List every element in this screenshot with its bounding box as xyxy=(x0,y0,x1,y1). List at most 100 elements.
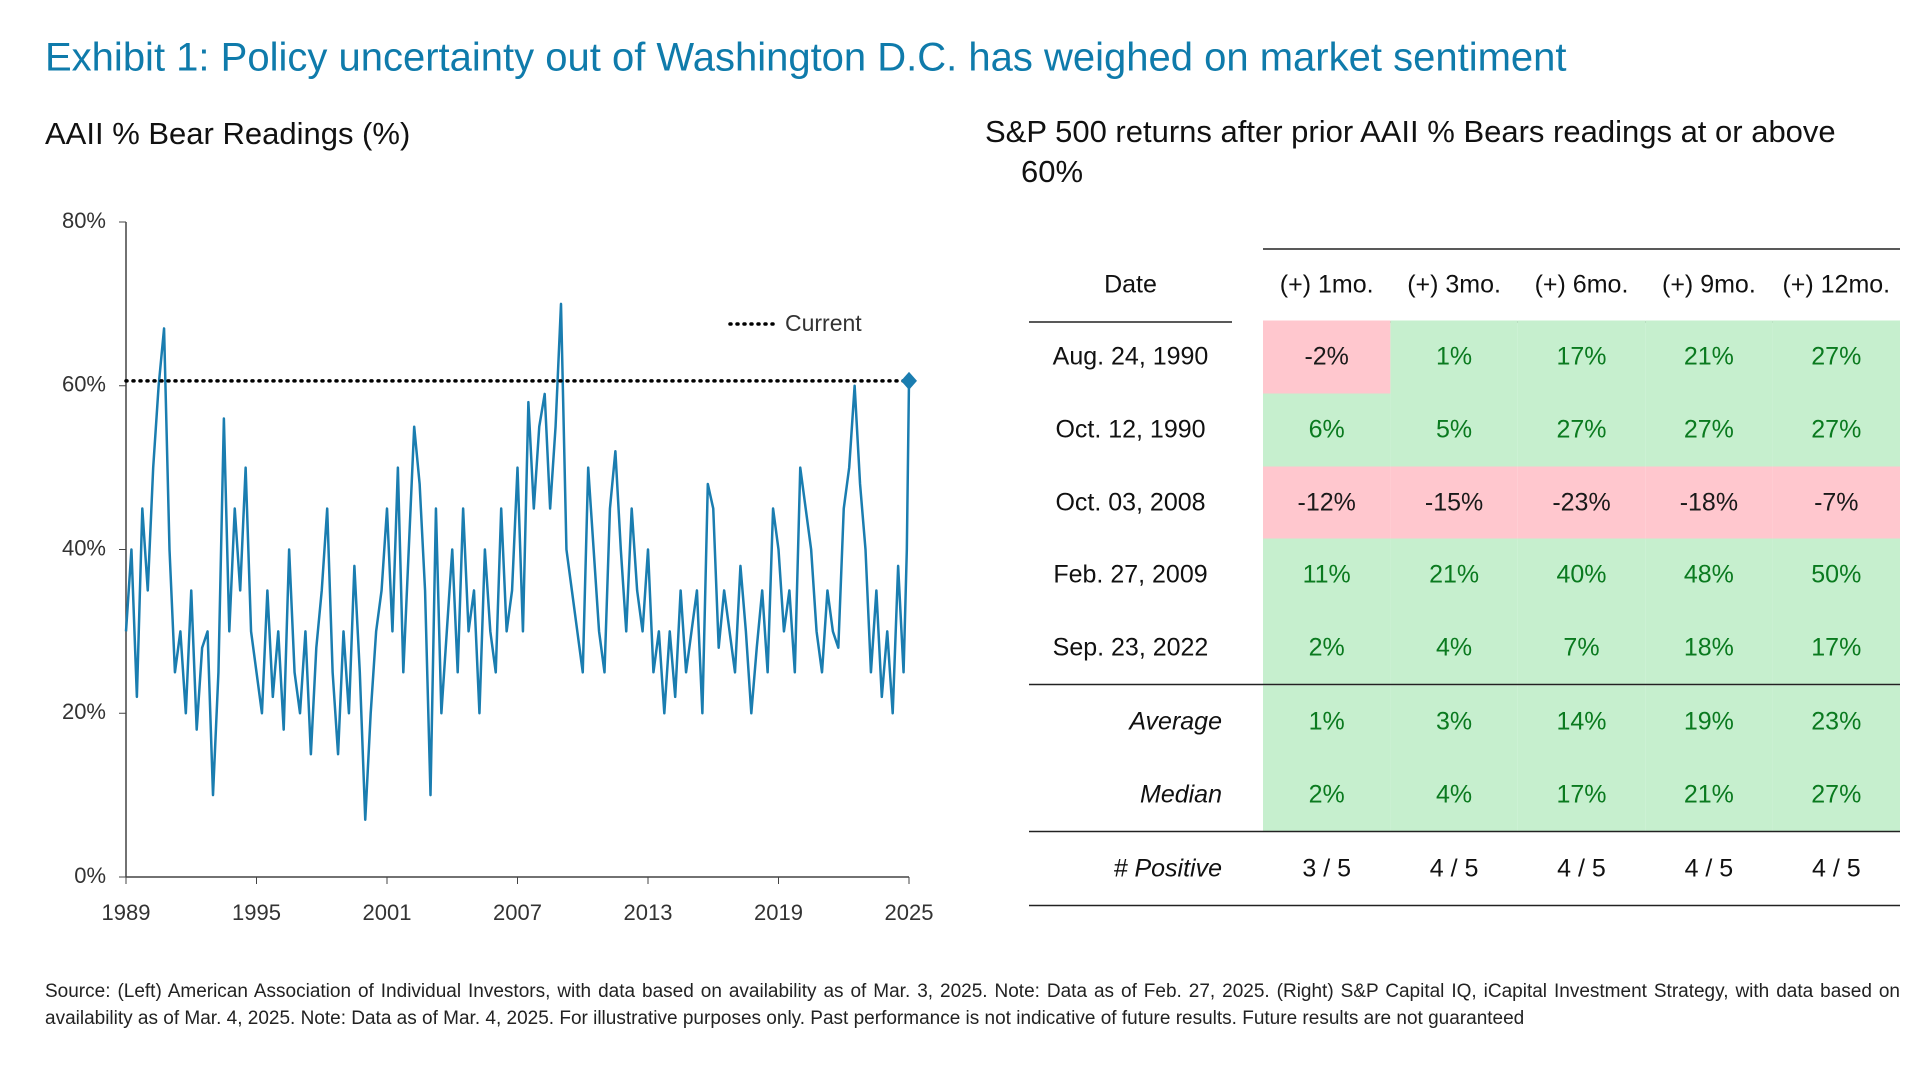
table-value: 5% xyxy=(1436,416,1472,444)
table-value: -18% xyxy=(1680,489,1738,517)
row-label: Feb. 27, 2009 xyxy=(1053,561,1207,589)
table-cell xyxy=(1772,393,1900,467)
data-line xyxy=(124,302,911,821)
table-cell xyxy=(1645,466,1773,540)
x-tick-label: 2001 xyxy=(363,900,412,925)
chart-title: AAII % Bear Readings (%) xyxy=(45,116,410,151)
table-cell xyxy=(1263,393,1391,467)
row-label: Median xyxy=(1140,781,1222,809)
legend-label: Current xyxy=(785,310,862,336)
table-header: (+) 12mo. xyxy=(1782,271,1890,299)
table-value: 27% xyxy=(1811,781,1861,809)
table-value: -23% xyxy=(1552,489,1610,517)
table-value: 4 / 5 xyxy=(1685,855,1734,883)
table-value: 40% xyxy=(1556,561,1606,589)
table-value: -2% xyxy=(1304,343,1348,371)
source-note: Source: (Left) American Association of I… xyxy=(45,981,1900,1029)
table-cell xyxy=(1772,538,1900,612)
table-value: 23% xyxy=(1811,708,1861,736)
table-header: (+) 3mo. xyxy=(1407,271,1501,299)
table-value: 4 / 5 xyxy=(1557,855,1606,883)
table-cell xyxy=(1645,685,1773,759)
x-tick-label: 1995 xyxy=(232,900,281,925)
table-header: (+) 9mo. xyxy=(1662,271,1756,299)
table-value: 4% xyxy=(1436,781,1472,809)
table-value: 2% xyxy=(1309,634,1345,662)
table-value: 3% xyxy=(1436,708,1472,736)
table-cell xyxy=(1517,393,1646,467)
table-value: 1% xyxy=(1436,343,1472,371)
table-cell xyxy=(1390,538,1518,612)
table-cell xyxy=(1772,758,1900,832)
table-cell xyxy=(1517,611,1646,685)
table-header: Date xyxy=(1104,271,1157,299)
current-marker xyxy=(901,371,917,390)
table-value: 17% xyxy=(1811,634,1861,662)
table-value: 27% xyxy=(1811,343,1861,371)
x-tick-label: 2007 xyxy=(493,900,542,925)
table-cell xyxy=(1263,538,1391,612)
table-value: 19% xyxy=(1684,708,1734,736)
table-cell xyxy=(1263,758,1391,832)
x-tick-label: 1989 xyxy=(102,900,151,925)
table-value: 17% xyxy=(1556,343,1606,371)
exhibit-title: Exhibit 1: Policy uncertainty out of Was… xyxy=(45,36,1567,80)
table-value: 27% xyxy=(1811,416,1861,444)
table-cell xyxy=(1517,758,1646,832)
table-cell xyxy=(1517,466,1646,540)
table-value: 18% xyxy=(1684,634,1734,662)
table-cell xyxy=(1390,320,1518,394)
table-value: 21% xyxy=(1429,561,1479,589)
table-value: -12% xyxy=(1298,489,1356,517)
y-tick-label: 80% xyxy=(62,208,106,233)
table-cell xyxy=(1390,685,1518,759)
y-tick-label: 60% xyxy=(62,372,106,397)
row-label: Average xyxy=(1127,708,1222,736)
table-header: (+) 1mo. xyxy=(1280,271,1374,299)
table-cell xyxy=(1772,611,1900,685)
table-value: 4 / 5 xyxy=(1812,855,1861,883)
table-value: 3 / 5 xyxy=(1302,855,1351,883)
table-cell xyxy=(1390,393,1518,467)
table-cell xyxy=(1517,320,1646,394)
table-value: 2% xyxy=(1309,781,1345,809)
table-cell xyxy=(1645,758,1773,832)
table-value: -7% xyxy=(1814,489,1858,517)
x-tick-label: 2019 xyxy=(754,900,803,925)
table-cell xyxy=(1263,685,1391,759)
table-value: 11% xyxy=(1303,561,1351,589)
table-cell xyxy=(1390,466,1518,540)
table-value: 27% xyxy=(1556,416,1606,444)
table-header: (+) 6mo. xyxy=(1535,271,1629,299)
table-cell xyxy=(1645,393,1773,467)
table-cell xyxy=(1645,538,1773,612)
y-tick-label: 40% xyxy=(62,535,106,560)
table-cell xyxy=(1645,320,1773,394)
table-cell xyxy=(1517,685,1646,759)
table-value: 48% xyxy=(1684,561,1734,589)
table-cell xyxy=(1772,466,1900,540)
table-value: -15% xyxy=(1425,489,1483,517)
x-tick-label: 2013 xyxy=(624,900,673,925)
table-title-box: S&P 500 returns after prior AAII % Bears… xyxy=(985,114,1836,189)
row-label: Oct. 12, 1990 xyxy=(1055,416,1205,444)
table-cell xyxy=(1263,320,1391,394)
table-cell xyxy=(1772,320,1900,394)
table-value: 7% xyxy=(1563,634,1599,662)
table-value: 4 / 5 xyxy=(1430,855,1479,883)
table-value: 14% xyxy=(1556,708,1606,736)
table-cell xyxy=(1390,611,1518,685)
row-label: Oct. 03, 2008 xyxy=(1055,489,1205,517)
x-tick-label: 2025 xyxy=(885,900,934,925)
table-cell xyxy=(1390,758,1518,832)
table-value: 1% xyxy=(1309,708,1345,736)
table-value: 6% xyxy=(1309,416,1345,444)
row-label: Sep. 23, 2022 xyxy=(1053,634,1209,662)
y-tick-label: 20% xyxy=(62,699,106,724)
table-cell xyxy=(1517,538,1646,612)
table-cell xyxy=(1263,466,1391,540)
y-tick-label: 0% xyxy=(74,863,106,888)
table-cell xyxy=(1263,611,1391,685)
row-label: # Positive xyxy=(1114,855,1222,883)
